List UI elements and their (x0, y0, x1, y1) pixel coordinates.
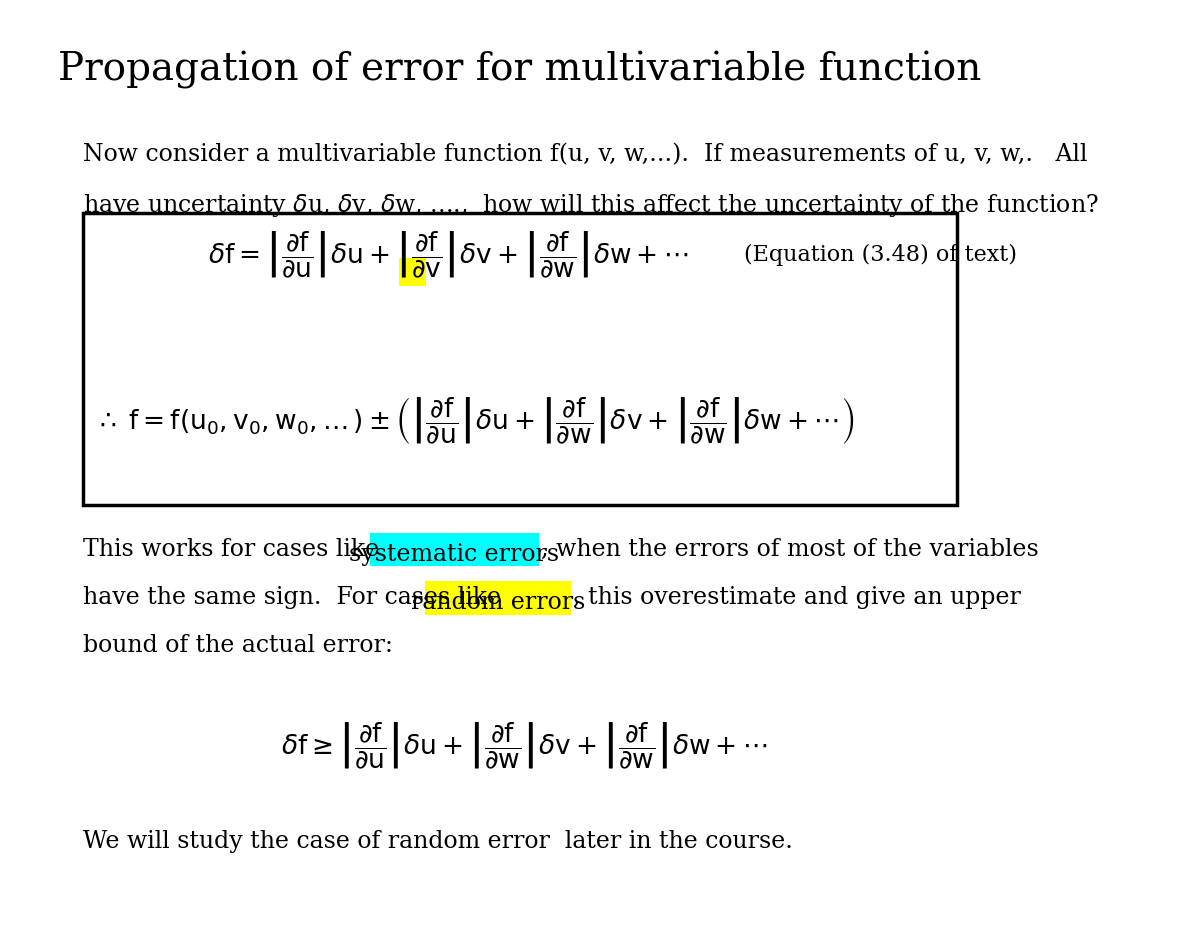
FancyBboxPatch shape (425, 581, 571, 615)
Text: have the same sign.  For cases like: have the same sign. For cases like (83, 586, 509, 609)
Text: (Equation (3.48) of text): (Equation (3.48) of text) (744, 244, 1016, 266)
Text: bound of the actual error:: bound of the actual error: (83, 634, 394, 657)
Text: random errors: random errors (410, 591, 586, 615)
FancyBboxPatch shape (83, 213, 956, 505)
Text: $\delta \mathrm{f} = \left|\dfrac{\partial \mathrm{f}}{\partial \mathrm{u}}\righ: $\delta \mathrm{f} = \left|\dfrac{\parti… (208, 230, 689, 280)
Text: systematic errors: systematic errors (349, 543, 559, 566)
Text: This works for cases like: This works for cases like (83, 538, 386, 561)
Text: have uncertainty $\delta$u, $\delta$v, $\delta$w, ....,  how will this affect th: have uncertainty $\delta$u, $\delta$v, $… (83, 192, 1099, 219)
Text: , this overestimate and give an upper: , this overestimate and give an upper (572, 586, 1021, 609)
Text: We will study the case of random error  later in the course.: We will study the case of random error l… (83, 830, 793, 853)
Text: $\delta \mathrm{f} \geq \left|\dfrac{\partial \mathrm{f}}{\partial \mathrm{u}}\r: $\delta \mathrm{f} \geq \left|\dfrac{\pa… (281, 721, 767, 771)
Text: $\therefore\; \mathrm{f} = \mathrm{f}(\mathrm{u}_0, \mathrm{v}_0, \mathrm{w}_0, : $\therefore\; \mathrm{f} = \mathrm{f}(\m… (94, 396, 854, 448)
FancyBboxPatch shape (400, 258, 426, 286)
Text: Propagation of error for multivariable function: Propagation of error for multivariable f… (59, 51, 982, 89)
FancyBboxPatch shape (370, 533, 539, 566)
Text: , when the errors of most of the variables: , when the errors of most of the variabl… (541, 538, 1038, 561)
Text: Now consider a multivariable function f(u, v, w,...).  If measurements of u, v, : Now consider a multivariable function f(… (83, 144, 1087, 167)
